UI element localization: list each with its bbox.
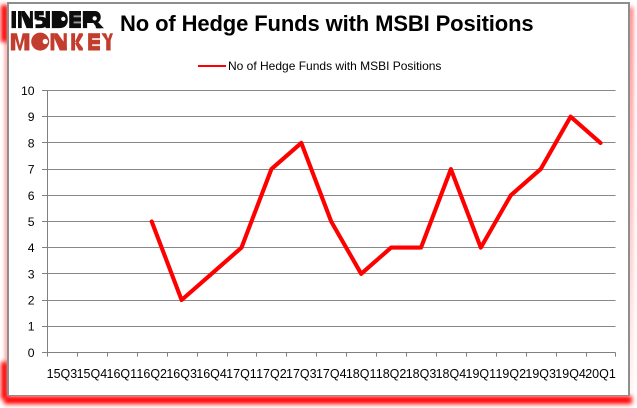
svg-text:18Q2: 18Q2	[376, 367, 407, 381]
svg-text:2: 2	[28, 294, 35, 308]
svg-text:16Q3: 16Q3	[166, 367, 197, 381]
svg-text:7: 7	[28, 163, 35, 177]
svg-text:19Q3: 19Q3	[525, 367, 556, 381]
svg-text:3: 3	[28, 267, 35, 281]
svg-text:18Q4: 18Q4	[436, 367, 467, 381]
svg-text:17Q2: 17Q2	[256, 367, 287, 381]
svg-text:16Q1: 16Q1	[107, 367, 138, 381]
svg-text:17Q4: 17Q4	[316, 367, 347, 381]
svg-text:16Q2: 16Q2	[136, 367, 167, 381]
svg-text:16Q4: 16Q4	[196, 367, 227, 381]
svg-text:9: 9	[28, 110, 35, 124]
svg-text:1: 1	[28, 320, 35, 334]
svg-text:0: 0	[28, 346, 35, 360]
svg-text:17Q3: 17Q3	[286, 367, 317, 381]
svg-text:18Q3: 18Q3	[406, 367, 437, 381]
svg-text:19Q1: 19Q1	[466, 367, 497, 381]
svg-text:19Q4: 19Q4	[555, 367, 586, 381]
svg-text:15Q4: 15Q4	[77, 367, 108, 381]
svg-text:4: 4	[28, 241, 35, 255]
svg-text:5: 5	[28, 215, 35, 229]
svg-text:6: 6	[28, 189, 35, 203]
svg-text:8: 8	[28, 136, 35, 150]
svg-text:18Q1: 18Q1	[346, 367, 377, 381]
svg-text:15Q3: 15Q3	[47, 367, 78, 381]
svg-text:20Q1: 20Q1	[585, 367, 616, 381]
svg-text:17Q1: 17Q1	[226, 367, 257, 381]
svg-text:10: 10	[21, 84, 35, 98]
svg-text:19Q2: 19Q2	[495, 367, 526, 381]
